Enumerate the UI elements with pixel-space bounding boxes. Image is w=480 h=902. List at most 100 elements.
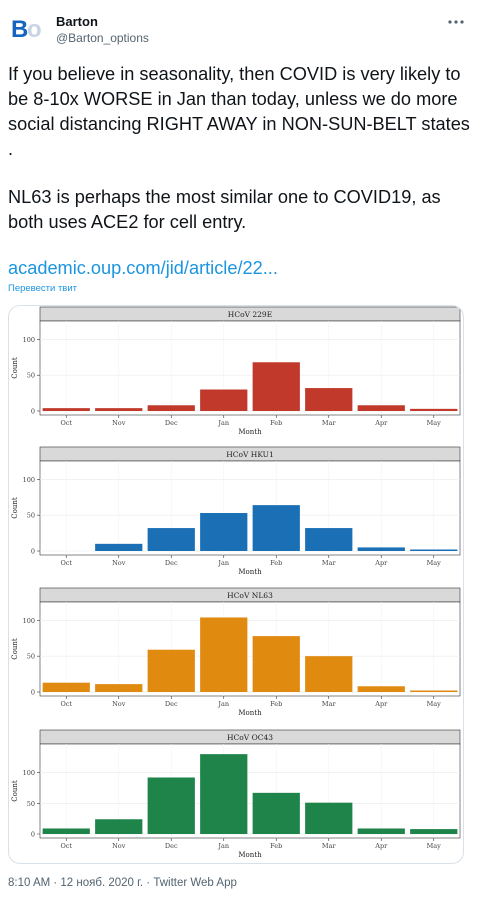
x-tick-label-1-Feb: Feb xyxy=(270,559,282,567)
x-tick-label-1-Mar: Mar xyxy=(322,559,337,567)
panel-plot-0 xyxy=(39,320,461,416)
tweet-paragraph-1: If you believe in seasonality, then COVI… xyxy=(8,64,475,159)
x-axis-label-3: Month xyxy=(238,851,262,859)
x-tick-label-2-Oct: Oct xyxy=(60,700,72,708)
y-tick-label-2-100: 100 xyxy=(23,617,35,625)
display-name[interactable]: Barton xyxy=(56,14,98,29)
tweet-paragraph-2: NL63 is perhaps the most similar one to … xyxy=(8,187,446,232)
y-axis-label-0: Count xyxy=(11,357,19,379)
y-tick-label-2-0: 0 xyxy=(31,689,35,697)
x-tick-label-0-Mar: Mar xyxy=(322,419,337,427)
x-axis-label-0: Month xyxy=(238,428,262,436)
bar-2-Mar xyxy=(305,656,353,692)
article-link[interactable]: academic.oup.com/jid/article/22... xyxy=(8,258,278,278)
bar-3-May xyxy=(410,829,458,834)
attached-image[interactable]: HCoV 229E 0 50 100 Oct Nov Dec Jan Feb Mar Apr May M… xyxy=(8,305,464,864)
x-tick-label-0-Dec: Dec xyxy=(165,419,178,427)
panel-plot-2 xyxy=(39,601,461,697)
bar-2-Oct xyxy=(42,682,90,692)
y-axis-label-2: Count xyxy=(11,638,19,660)
bar-1-Mar xyxy=(305,528,353,551)
bar-2-Apr xyxy=(357,686,405,692)
avatar[interactable]: B o xyxy=(9,10,47,48)
bar-3-Oct xyxy=(42,828,90,834)
x-tick-label-2-Feb: Feb xyxy=(270,700,282,708)
bar-3-Apr xyxy=(357,828,405,834)
x-tick-label-3-May: May xyxy=(427,842,442,850)
bar-0-Oct xyxy=(42,408,90,411)
x-tick-label-3-Jan: Jan xyxy=(217,842,229,850)
bar-2-Feb xyxy=(252,636,300,692)
x-tick-label-0-Apr: Apr xyxy=(374,419,388,427)
user-handle[interactable]: @Barton_options xyxy=(56,31,149,45)
seasonality-charts: HCoV 229E 0 50 100 Oct Nov Dec Jan Feb Mar Apr May M… xyxy=(11,306,461,859)
panel-plot-1 xyxy=(39,460,461,556)
x-tick-label-3-Apr: Apr xyxy=(374,842,388,850)
x-tick-label-1-Nov: Nov xyxy=(112,559,126,567)
x-tick-label-0-Oct: Oct xyxy=(60,419,72,427)
y-tick-label-3-50: 50 xyxy=(27,800,35,808)
x-tick-label-1-Dec: Dec xyxy=(165,559,178,567)
x-axis-label-1: Month xyxy=(238,568,262,576)
x-tick-label-2-Dec: Dec xyxy=(165,700,178,708)
y-tick-label-2-50: 50 xyxy=(27,653,35,661)
bar-1-Nov xyxy=(95,543,143,551)
panel-title-2: HCoV NL63 xyxy=(227,591,273,600)
tweet-meta[interactable]: 8:10 AM · 12 нояб. 2020 г. · Twitter Web… xyxy=(8,877,237,889)
x-tick-label-0-May: May xyxy=(427,419,442,427)
more-options-dots xyxy=(448,20,464,24)
y-tick-label-0-50: 50 xyxy=(27,372,35,380)
bar-1-Dec xyxy=(147,528,195,551)
bar-2-Dec xyxy=(147,649,195,692)
x-tick-label-1-May: May xyxy=(427,559,442,567)
more-options-icon[interactable] xyxy=(448,12,464,30)
x-tick-label-0-Jan: Jan xyxy=(217,419,229,427)
x-tick-label-3-Mar: Mar xyxy=(322,842,337,850)
x-tick-label-2-Mar: Mar xyxy=(322,700,337,708)
x-tick-label-3-Feb: Feb xyxy=(270,842,282,850)
bar-2-Nov xyxy=(95,684,143,692)
avatar-letter-o: o xyxy=(27,16,42,43)
bar-3-Nov xyxy=(95,819,143,834)
tweet-text: If you believe in seasonality, then COVI… xyxy=(8,62,476,258)
x-tick-label-2-Apr: Apr xyxy=(374,700,388,708)
x-tick-label-3-Oct: Oct xyxy=(60,842,72,850)
y-axis-label-3: Count xyxy=(11,780,19,802)
translate-tweet-link[interactable]: Перевести твит xyxy=(8,283,78,294)
x-tick-label-0-Nov: Nov xyxy=(112,419,126,427)
bar-3-Feb xyxy=(252,792,300,834)
bar-1-May xyxy=(410,549,458,551)
bar-3-Jan xyxy=(200,754,248,834)
y-tick-label-1-0: 0 xyxy=(31,548,35,556)
x-tick-label-3-Dec: Dec xyxy=(165,842,178,850)
x-tick-label-2-Jan: Jan xyxy=(217,700,229,708)
tweet-header: B o Barton @Barton_options xyxy=(0,0,480,58)
y-tick-label-3-100: 100 xyxy=(23,769,35,777)
bar-0-Feb xyxy=(252,362,300,411)
bar-0-Nov xyxy=(95,408,143,411)
x-axis-label-2: Month xyxy=(238,709,262,717)
y-tick-label-1-50: 50 xyxy=(27,512,35,520)
bar-2-Jan xyxy=(200,617,248,692)
bar-0-Apr xyxy=(357,405,405,411)
y-tick-label-0-100: 100 xyxy=(23,336,35,344)
bar-0-Jan xyxy=(200,389,248,411)
x-tick-label-0-Feb: Feb xyxy=(270,419,282,427)
x-tick-label-1-Apr: Apr xyxy=(374,559,388,567)
bar-0-Dec xyxy=(147,405,195,411)
bar-1-Feb xyxy=(252,505,300,551)
bar-0-May xyxy=(410,408,458,411)
avatar-letter-b: B xyxy=(11,16,28,43)
x-tick-label-1-Oct: Oct xyxy=(60,559,72,567)
x-tick-label-3-Nov: Nov xyxy=(112,842,126,850)
bar-0-Mar xyxy=(305,388,353,411)
bar-1-Apr xyxy=(357,547,405,551)
y-tick-label-3-0: 0 xyxy=(31,831,35,839)
y-tick-label-1-100: 100 xyxy=(23,476,35,484)
panel-title-0: HCoV 229E xyxy=(228,310,272,319)
x-tick-label-1-Jan: Jan xyxy=(217,559,229,567)
y-tick-label-0-0: 0 xyxy=(31,408,35,416)
bar-1-Jan xyxy=(200,513,248,551)
x-tick-label-2-Nov: Nov xyxy=(112,700,126,708)
x-tick-label-2-May: May xyxy=(427,700,442,708)
